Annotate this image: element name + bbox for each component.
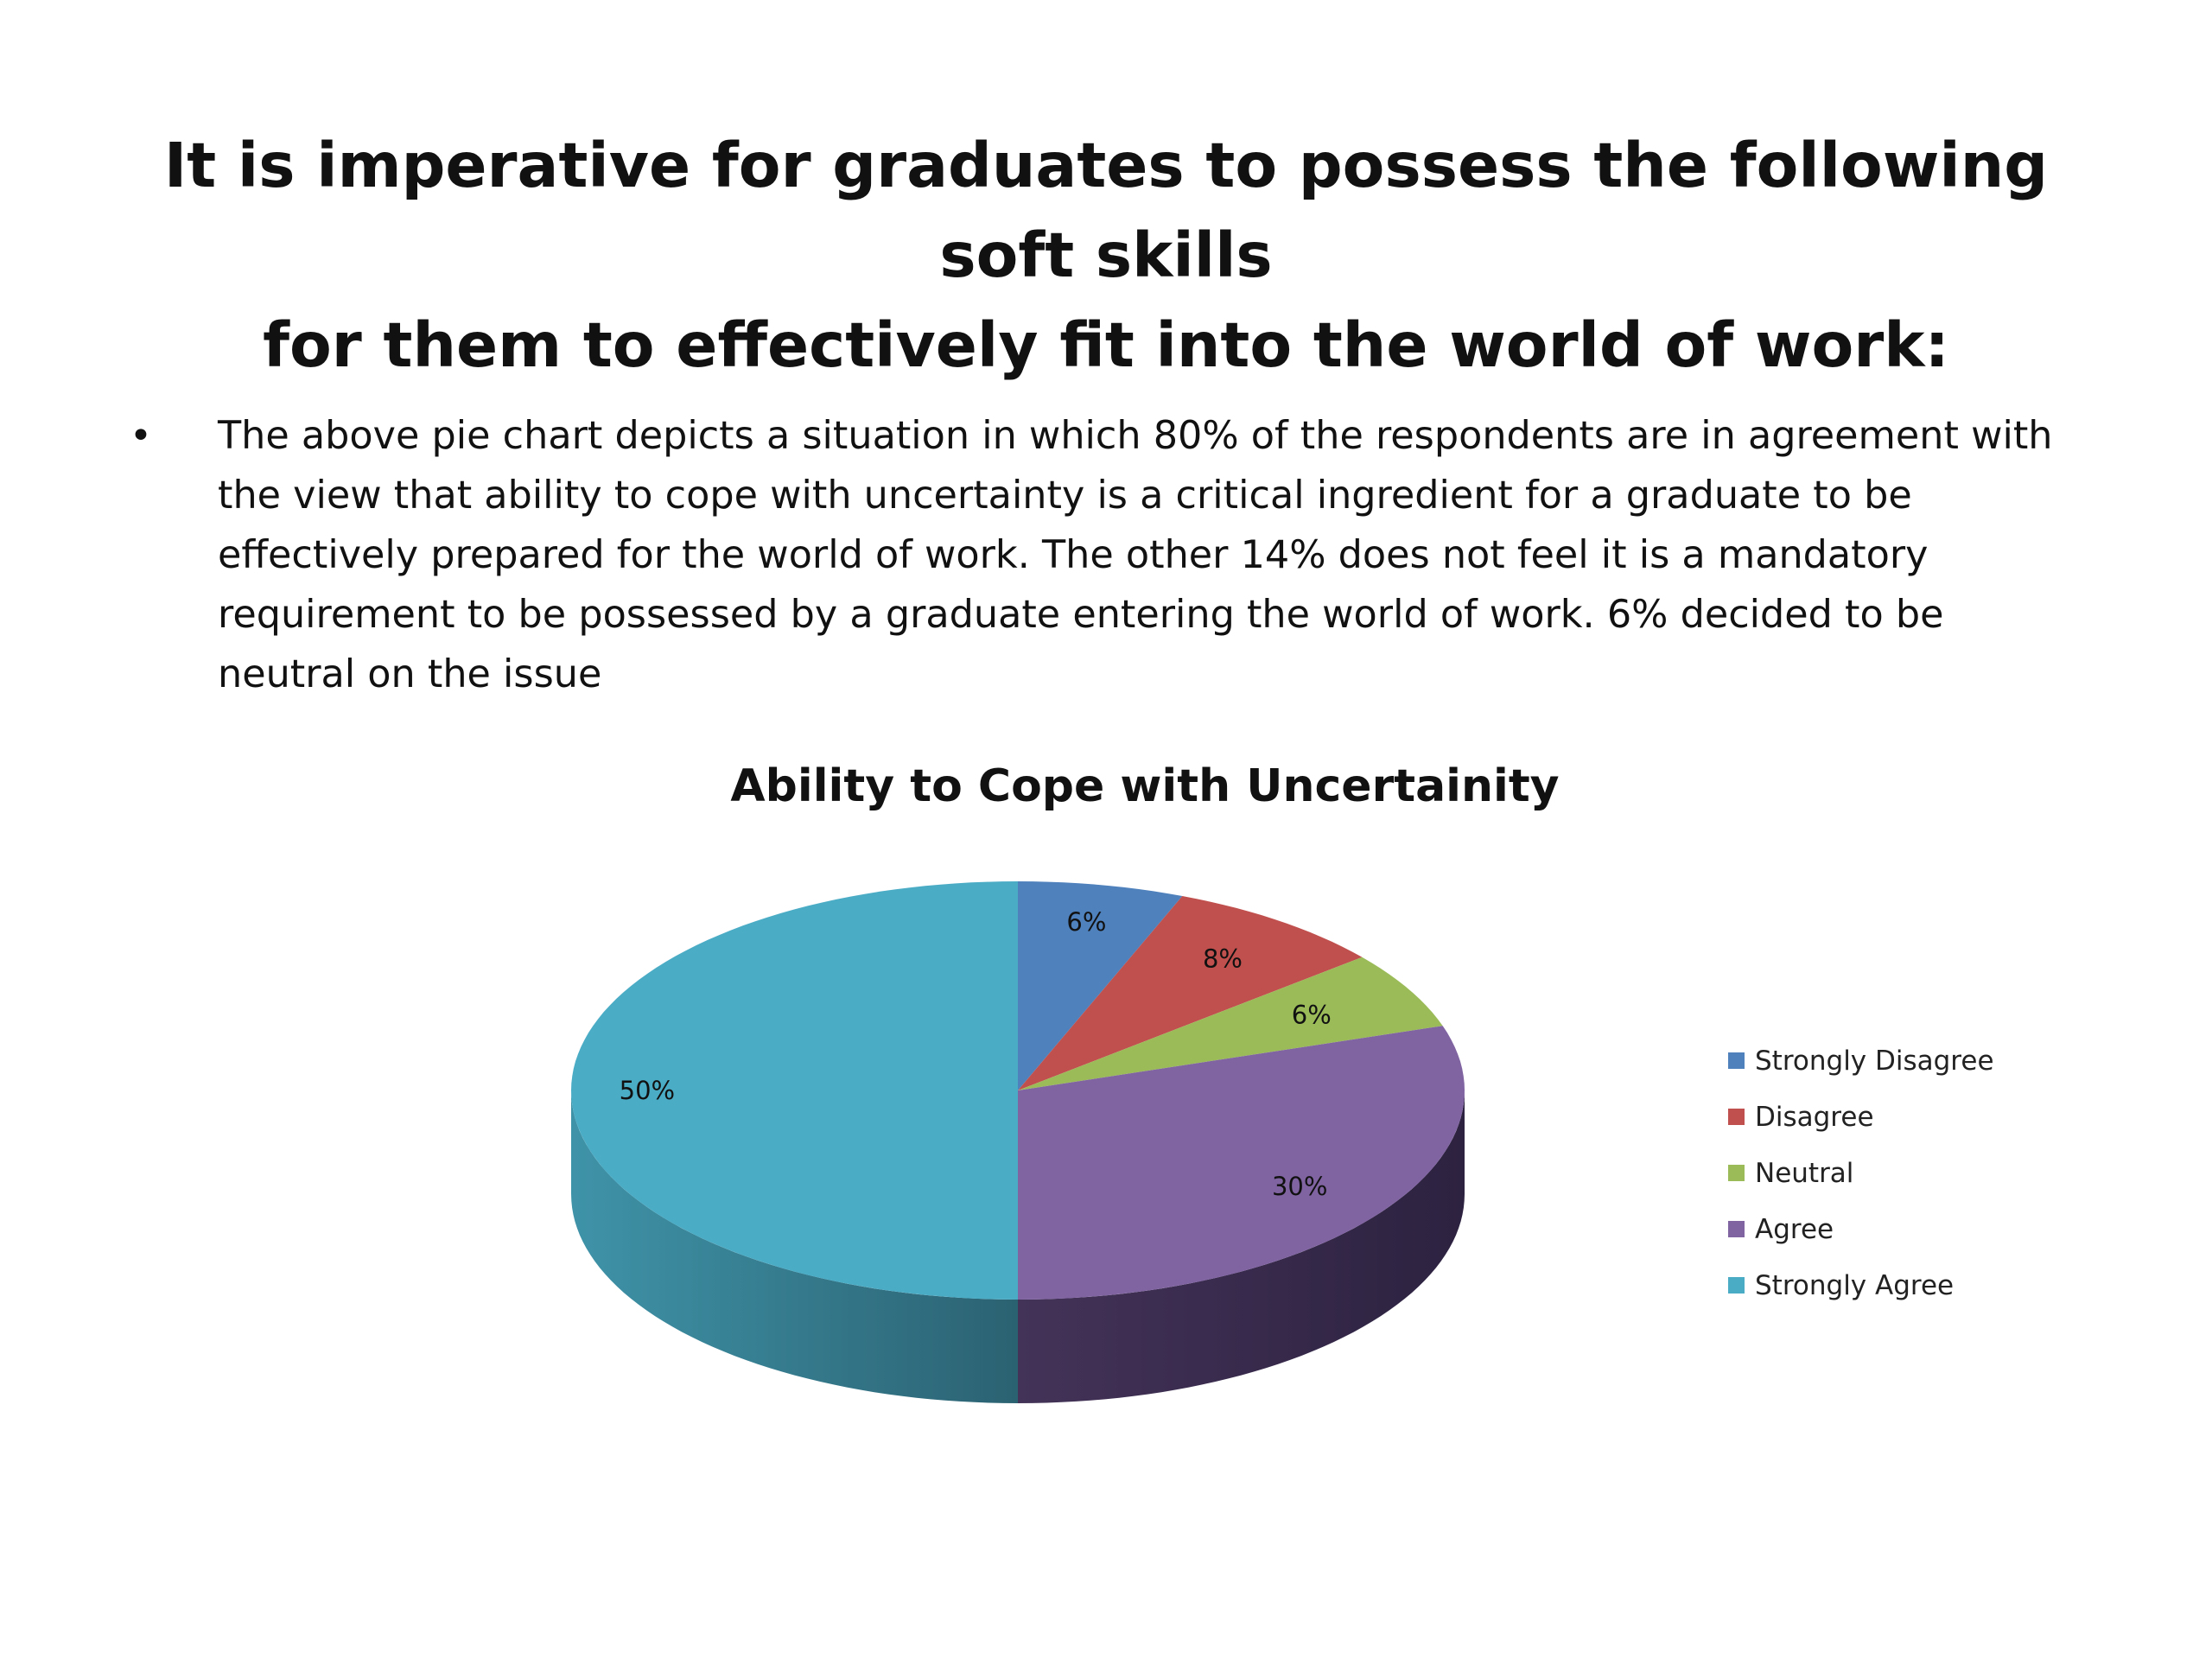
legend-label: Disagree (1755, 1101, 1874, 1133)
slide-title: It is imperative for graduates to posses… (104, 121, 2108, 391)
legend-item-strongly-agree: Strongly Agree (1728, 1257, 2091, 1313)
legend-label: Strongly Disagree (1755, 1045, 1994, 1077)
pie-data-labels: 6% 8% 6% 30% 50% (620, 907, 1332, 1201)
legend-label: Neutral (1755, 1157, 1854, 1189)
legend-item-disagree: Disagree (1728, 1089, 2091, 1145)
legend-item-strongly-disagree: Strongly Disagree (1728, 1033, 2091, 1089)
legend-swatch (1728, 1109, 1745, 1125)
pie-slice-agree (1018, 1026, 1465, 1300)
slide-title-line-1: It is imperative for graduates to posses… (163, 130, 2049, 291)
legend-swatch (1728, 1221, 1745, 1237)
pie-slice-strongly-agree (571, 881, 1018, 1300)
data-label-agree: 30% (1272, 1172, 1327, 1201)
chart-legend: Strongly Disagree Disagree Neutral Agree Str… (1728, 1033, 2091, 1313)
bullet-text: The above pie chart depicts a situation … (218, 414, 2053, 696)
legend-item-agree: Agree (1728, 1201, 2091, 1257)
pie-side-agree (1018, 1090, 1465, 1403)
data-label-disagree: 8% (1203, 944, 1243, 973)
legend-swatch (1728, 1277, 1745, 1294)
data-label-strongly-agree: 50% (620, 1076, 675, 1105)
data-label-strongly-disagree: 6% (1066, 907, 1106, 937)
pie-sides (571, 1090, 1465, 1403)
chart-title: Ability to Cope with Uncertainity (730, 760, 1560, 812)
data-label-neutral: 6% (1292, 1001, 1332, 1030)
pie-slice-strongly-disagree (1018, 881, 1183, 1090)
legend-swatch (1728, 1052, 1745, 1069)
legend-label: Strongly Agree (1755, 1269, 1955, 1301)
slide-title-line-2: for them to effectively fit into the wor… (263, 309, 1949, 381)
legend-item-neutral: Neutral (1728, 1145, 2091, 1201)
pie-slices (571, 881, 1465, 1300)
legend-label: Agree (1755, 1213, 1834, 1245)
pie-slice-disagree (1018, 896, 1363, 1090)
legend-swatch (1728, 1165, 1745, 1181)
pie-side-strongly-agree (571, 1090, 1018, 1403)
pie-slice-neutral (1018, 957, 1443, 1090)
bullet-icon: • (130, 414, 152, 458)
